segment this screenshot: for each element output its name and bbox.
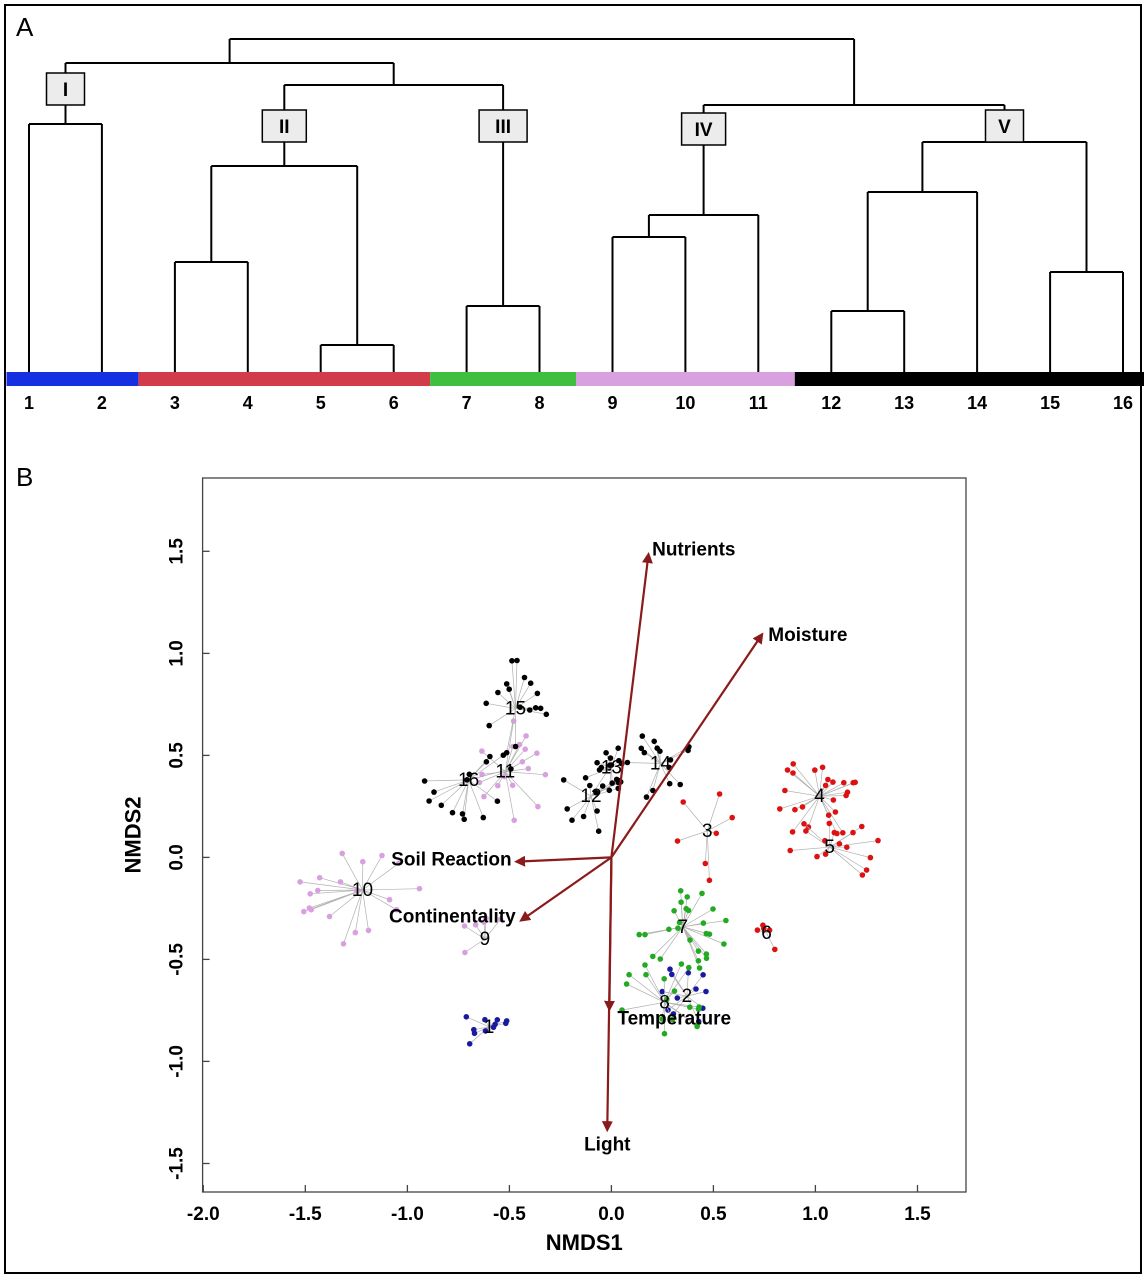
svg-text:13: 13 [894, 393, 914, 413]
svg-text:Continentality: Continentality [389, 907, 516, 928]
svg-text:0.0: 0.0 [598, 1204, 624, 1225]
svg-text:Light: Light [584, 1135, 631, 1156]
svg-text:8: 8 [534, 393, 544, 413]
svg-text:6: 6 [389, 393, 399, 413]
svg-text:IV: IV [695, 120, 713, 141]
svg-text:6: 6 [761, 923, 772, 944]
svg-text:NMDS1: NMDS1 [546, 1230, 623, 1255]
svg-text:2: 2 [97, 393, 107, 413]
svg-text:10: 10 [675, 393, 695, 413]
svg-text:4: 4 [814, 786, 825, 807]
svg-text:0.5: 0.5 [700, 1204, 727, 1225]
svg-text:3: 3 [702, 821, 713, 842]
svg-text:7: 7 [678, 917, 689, 938]
svg-text:15: 15 [505, 699, 526, 720]
svg-text:III: III [495, 117, 511, 138]
svg-text:II: II [279, 117, 290, 138]
svg-text:9: 9 [480, 929, 491, 950]
svg-text:5: 5 [824, 837, 835, 858]
svg-text:4: 4 [243, 393, 253, 413]
svg-text:Temperature: Temperature [617, 1008, 731, 1029]
svg-text:10: 10 [352, 880, 373, 901]
svg-text:12: 12 [580, 786, 601, 807]
svg-text:15: 15 [1040, 393, 1060, 413]
svg-text:16: 16 [458, 770, 479, 791]
svg-text:-0.5: -0.5 [493, 1204, 526, 1225]
svg-text:7: 7 [462, 393, 472, 413]
svg-text:1.5: 1.5 [167, 538, 188, 565]
svg-text:5: 5 [316, 393, 326, 413]
svg-text:0.0: 0.0 [167, 844, 188, 870]
svg-text:I: I [63, 80, 68, 101]
svg-text:1.0: 1.0 [167, 640, 188, 666]
svg-text:V: V [998, 117, 1011, 138]
svg-text:14: 14 [967, 393, 987, 413]
svg-text:1.5: 1.5 [904, 1204, 931, 1225]
svg-text:-0.5: -0.5 [167, 943, 188, 976]
svg-text:-1.0: -1.0 [167, 1045, 188, 1078]
svg-text:16: 16 [1113, 393, 1133, 413]
svg-text:3: 3 [170, 393, 180, 413]
svg-text:12: 12 [821, 393, 841, 413]
svg-text:-1.5: -1.5 [167, 1147, 188, 1180]
svg-text:14: 14 [650, 754, 672, 775]
svg-text:-1.5: -1.5 [289, 1204, 322, 1225]
svg-text:Moisture: Moisture [768, 625, 847, 646]
svg-text:1: 1 [484, 1017, 495, 1038]
svg-text:1.0: 1.0 [802, 1204, 828, 1225]
svg-text:NMDS2: NMDS2 [121, 796, 146, 873]
svg-text:1: 1 [24, 393, 34, 413]
svg-text:9: 9 [607, 393, 617, 413]
svg-text:2: 2 [682, 986, 693, 1007]
svg-text:13: 13 [601, 758, 622, 779]
svg-text:Soil Reaction: Soil Reaction [391, 850, 511, 871]
svg-text:11: 11 [495, 762, 515, 783]
svg-text:-2.0: -2.0 [187, 1204, 220, 1225]
svg-text:11: 11 [749, 393, 768, 413]
svg-text:0.5: 0.5 [167, 742, 188, 769]
svg-text:Nutrients: Nutrients [652, 540, 735, 561]
svg-text:-1.0: -1.0 [391, 1204, 424, 1225]
